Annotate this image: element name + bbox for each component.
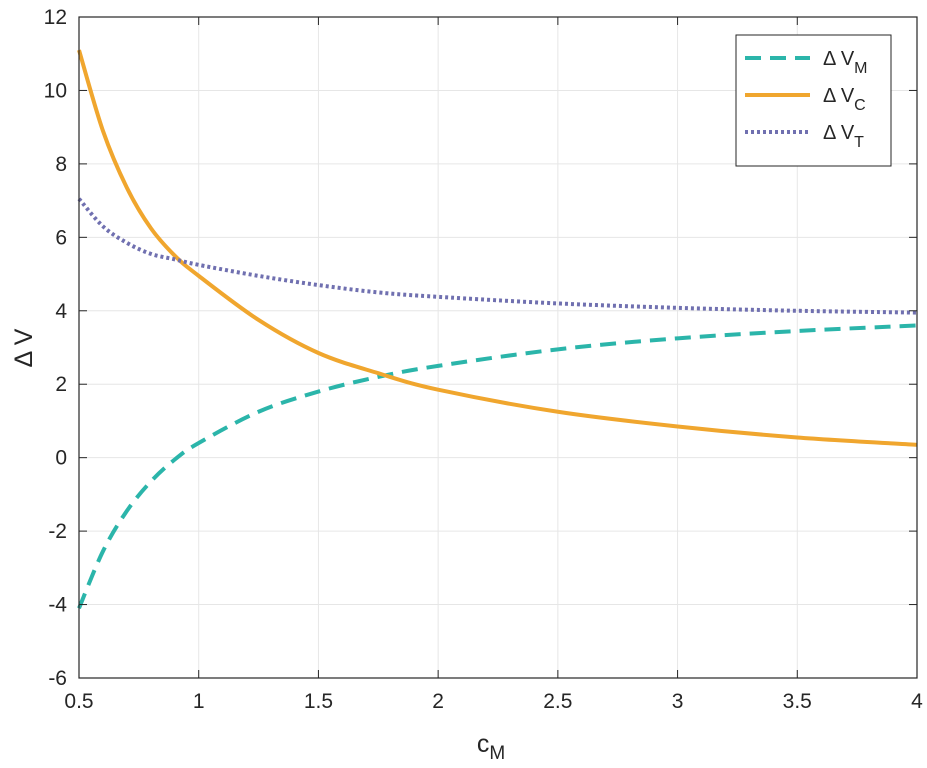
x-axis-label-sub: M: [489, 743, 505, 764]
x-tick-label: 3: [672, 690, 684, 713]
y-tick-labels: -6 -4 -2 0 2 4 6 8 10 12: [44, 6, 68, 690]
x-tick-label: 3.5: [783, 690, 812, 713]
series-line-T: [77, 197, 918, 315]
y-tick-label: 6: [55, 226, 67, 249]
x-tick-labels: 0.5 1 1.5 2 2.5 3 3.5 4: [64, 690, 923, 713]
tick-marks: [78, 16, 918, 679]
x-axis-label: cM: [477, 730, 505, 764]
y-tick-label: 2: [55, 373, 67, 396]
y-tick-label: 10: [44, 79, 67, 102]
x-tick-label: 1: [193, 690, 205, 713]
x-axis-label-main: c: [477, 730, 490, 758]
y-tick-label: -2: [48, 520, 67, 543]
x-tick-label: 0.5: [64, 690, 93, 713]
legend-label-T: Δ VT: [823, 122, 864, 151]
series-line-C: [77, 49, 918, 447]
legend-label-main: Δ V: [823, 85, 855, 107]
series-line-M: [77, 323, 918, 610]
series-layer: [77, 49, 918, 610]
x-tick-label: 4: [911, 690, 923, 713]
legend-box: [735, 34, 892, 167]
y-axis-label: Δ V: [10, 328, 38, 367]
legend-label-main: Δ V: [823, 122, 855, 144]
legend-label-sub: M: [854, 60, 867, 77]
legend-label-C: Δ VC: [823, 85, 866, 114]
y-tick-label: 4: [55, 300, 67, 323]
legend-label-sub: C: [854, 97, 866, 114]
legend-label-M: Δ VM: [823, 48, 867, 77]
x-tick-label: 2: [432, 690, 444, 713]
y-tick-label: -6: [48, 667, 67, 690]
legend: Δ VMΔ VCΔ VT: [735, 34, 892, 167]
y-tick-label: -4: [48, 594, 67, 617]
legend-label-main: Δ V: [823, 48, 855, 70]
axes-box: [78, 16, 918, 679]
y-tick-label: 0: [55, 447, 67, 470]
x-tick-label: 1.5: [304, 690, 333, 713]
y-tick-label: 12: [44, 6, 67, 29]
y-tick-label: 8: [55, 153, 67, 176]
legend-label-sub: T: [854, 134, 864, 151]
x-tick-label: 2.5: [543, 690, 572, 713]
